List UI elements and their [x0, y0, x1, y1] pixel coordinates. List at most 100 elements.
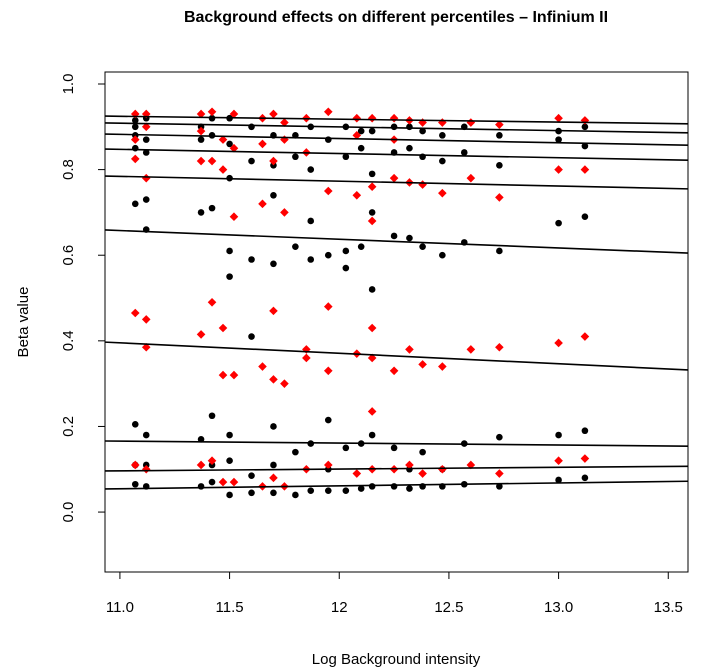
point-diamond	[367, 182, 377, 192]
regression-line	[104, 122, 689, 134]
point-diamond	[196, 156, 206, 166]
point-circle	[131, 421, 139, 428]
y-axis-label: Beta value	[15, 287, 32, 358]
point-circle	[390, 123, 398, 131]
point-diamond	[418, 469, 427, 478]
point-diamond	[495, 469, 504, 478]
point-circle	[226, 457, 233, 464]
point-diamond	[367, 113, 377, 123]
point-circle	[292, 448, 299, 456]
point-circle	[406, 485, 413, 492]
point-circle	[581, 123, 589, 131]
x-tick-label: 12	[331, 599, 348, 616]
point-circle	[197, 435, 205, 443]
point-diamond	[218, 165, 228, 174]
point-diamond	[495, 120, 504, 129]
point-circle	[496, 483, 503, 490]
point-circle	[357, 485, 365, 492]
point-circle	[419, 127, 426, 135]
point-circle	[496, 433, 503, 441]
point-diamond	[352, 131, 362, 140]
point-diamond	[130, 154, 140, 164]
x-tick-label: 11.5	[216, 599, 244, 616]
point-circle	[226, 273, 233, 280]
point-diamond	[554, 338, 563, 348]
point-circle	[197, 136, 205, 143]
point-diamond	[141, 315, 151, 324]
point-circle	[292, 243, 299, 250]
point-circle	[342, 444, 350, 452]
point-circle	[292, 153, 299, 161]
point-circle	[496, 132, 503, 139]
point-diamond	[323, 107, 333, 117]
point-diamond	[302, 353, 311, 363]
point-diamond	[218, 477, 228, 487]
point-diamond	[554, 165, 563, 174]
point-diamond	[438, 362, 447, 371]
point-diamond	[438, 464, 447, 474]
regression-line	[104, 480, 689, 490]
point-diamond	[218, 135, 228, 144]
point-diamond	[352, 190, 362, 200]
point-diamond	[229, 212, 239, 221]
point-circle	[342, 264, 350, 272]
point-circle	[248, 333, 255, 340]
point-diamond	[141, 109, 151, 119]
x-axis-label: Log Background intensity	[312, 651, 481, 668]
point-circle	[142, 431, 150, 439]
point-diamond	[218, 370, 228, 380]
point-circle	[131, 480, 139, 488]
point-diamond	[229, 143, 239, 153]
point-circle	[131, 117, 139, 124]
point-diamond	[196, 330, 206, 339]
y-tick-label: 0.4	[60, 330, 77, 351]
point-diamond	[405, 345, 414, 354]
point-circle	[307, 256, 315, 263]
point-circle	[390, 232, 398, 240]
point-diamond	[130, 135, 140, 144]
point-circle	[342, 153, 350, 161]
point-circle	[357, 243, 365, 250]
regression-line	[104, 229, 689, 254]
point-diamond	[280, 135, 289, 144]
point-circle	[555, 431, 562, 439]
x-tick-label: 13.0	[544, 599, 573, 616]
point-diamond	[466, 460, 476, 470]
point-circle	[292, 491, 299, 499]
point-diamond	[258, 199, 267, 209]
point-circle	[131, 123, 139, 131]
y-tick-label: 0.8	[60, 159, 77, 180]
point-diamond	[302, 345, 311, 354]
point-diamond	[323, 460, 333, 470]
point-circle	[142, 149, 150, 156]
y-tick-label: 1.0	[60, 74, 77, 95]
point-circle	[342, 487, 350, 494]
regression-line	[104, 133, 689, 147]
point-circle	[368, 286, 376, 293]
point-diamond	[207, 156, 217, 166]
point-circle	[368, 127, 376, 135]
point-diamond	[418, 180, 427, 189]
point-circle	[226, 431, 233, 439]
point-circle	[307, 487, 315, 494]
point-diamond	[196, 109, 206, 119]
point-circle	[368, 483, 376, 490]
point-circle	[226, 247, 233, 255]
point-diamond	[405, 460, 414, 470]
point-diamond	[229, 477, 239, 487]
point-circle	[324, 487, 332, 494]
point-diamond	[418, 360, 427, 369]
point-circle	[307, 166, 315, 173]
point-circle	[496, 162, 503, 169]
point-diamond	[130, 460, 140, 470]
regression-line	[104, 465, 689, 472]
point-diamond	[367, 407, 377, 416]
point-diamond	[389, 113, 399, 123]
point-diamond	[269, 306, 278, 316]
point-circle	[226, 491, 233, 499]
point-circle	[270, 260, 277, 268]
point-diamond	[554, 113, 563, 123]
point-diamond	[367, 216, 377, 226]
